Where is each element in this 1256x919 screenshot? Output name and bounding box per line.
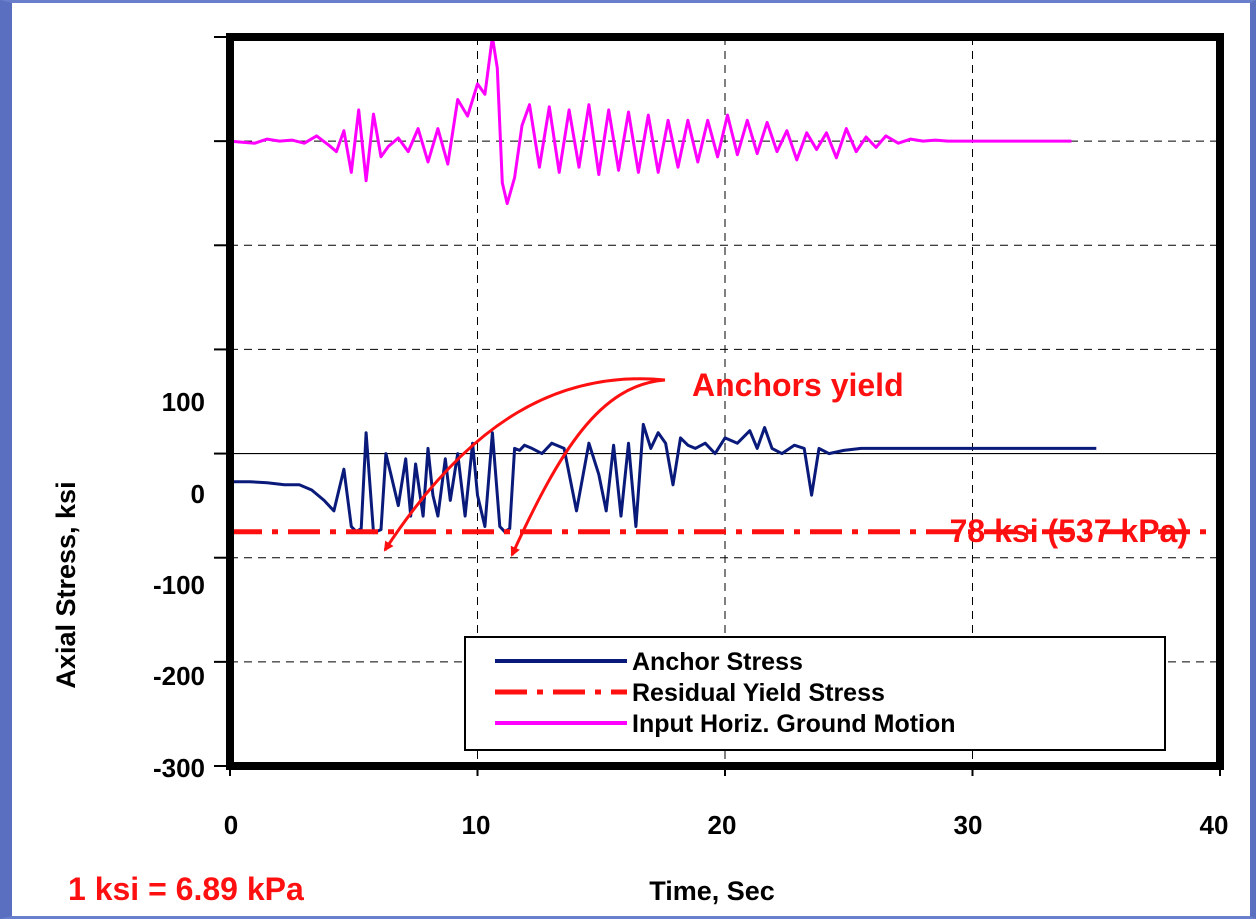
y-tick-label: 100 bbox=[162, 387, 205, 417]
x-axis-title: Time, Sec bbox=[649, 876, 775, 906]
yield-arrow-left bbox=[383, 377, 666, 552]
y-tick-label: -200 bbox=[153, 661, 205, 691]
yield-value-label: 78 ksi (537 kPa) bbox=[950, 513, 1188, 549]
x-tick-label: 20 bbox=[708, 810, 737, 840]
x-tick-label: 40 bbox=[1200, 810, 1229, 840]
x-tick-label: 0 bbox=[224, 810, 238, 840]
legend-label: Anchor Stress bbox=[632, 648, 803, 676]
plot-border bbox=[226, 33, 1224, 770]
y-tick-label: -100 bbox=[153, 570, 205, 600]
x-tick-labels: 0 10 20 30 40 bbox=[224, 810, 1229, 840]
y-tick-label: 0 bbox=[191, 479, 205, 509]
x-tick-label: 30 bbox=[954, 810, 983, 840]
y-axis-title: Axial Stress, ksi bbox=[51, 481, 81, 688]
conversion-note: 1 ksi = 6.89 kPa bbox=[68, 871, 304, 907]
legend-label: Residual Yield Stress bbox=[632, 679, 885, 707]
legend: Anchor Stress Residual Yield Stress Inpu… bbox=[464, 636, 1166, 751]
anchors-yield-label: Anchors yield bbox=[692, 367, 904, 403]
series-lines bbox=[229, 35, 1220, 535]
x-tick-label: 10 bbox=[462, 810, 491, 840]
y-tick-label: -300 bbox=[153, 753, 205, 783]
y-tick-labels: 100 0 -100 -200 -300 bbox=[153, 387, 205, 783]
yield-arrow-right bbox=[510, 378, 666, 557]
legend-label: Input Horiz. Ground Motion bbox=[632, 710, 956, 738]
series-line-input-horiz-ground-motion bbox=[229, 35, 1072, 206]
